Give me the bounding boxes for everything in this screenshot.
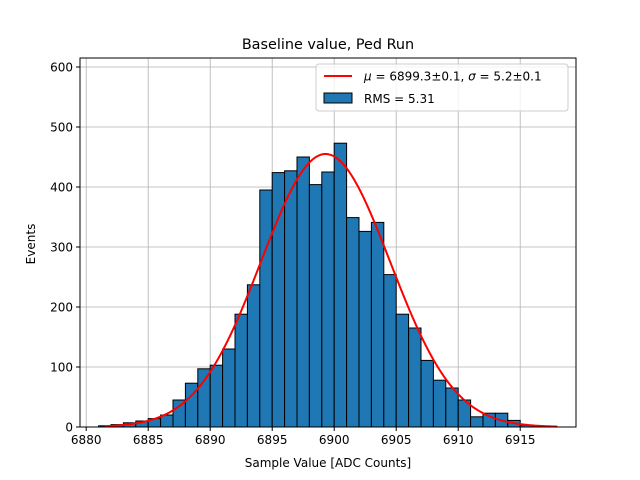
x-axis-ticks: 6880 6885 6890 6895 6900 6905 6910 6915 bbox=[71, 427, 536, 447]
histogram-bar bbox=[408, 327, 422, 428]
y-axis-label: Events bbox=[24, 224, 38, 265]
histogram-bar bbox=[370, 221, 385, 428]
chart-title: Baseline value, Ped Run bbox=[242, 37, 414, 53]
x-tick-label: 6900 bbox=[319, 433, 350, 447]
histogram-bar bbox=[197, 368, 211, 428]
histogram-bar bbox=[284, 170, 298, 428]
histogram-bar bbox=[222, 348, 236, 428]
histogram-bar bbox=[296, 156, 310, 428]
x-tick-label: 6895 bbox=[257, 433, 288, 447]
histogram-bar bbox=[383, 274, 397, 428]
x-axis-label: Sample Value [ADC Counts] bbox=[245, 456, 411, 470]
histogram-bar bbox=[346, 217, 360, 428]
histogram-bar bbox=[246, 284, 261, 428]
y-tick-label: 500 bbox=[50, 121, 73, 135]
histogram-bar bbox=[234, 313, 248, 428]
histogram-bar bbox=[209, 364, 224, 428]
histogram-bar bbox=[333, 142, 348, 428]
histogram-bar bbox=[445, 387, 459, 428]
axes-border bbox=[79, 57, 577, 428]
fit-curve-group bbox=[104, 153, 558, 428]
y-tick-label: 400 bbox=[50, 181, 73, 195]
histogram-bar bbox=[470, 416, 484, 428]
histogram-bar bbox=[395, 313, 410, 428]
x-tick-label: 6915 bbox=[505, 433, 536, 447]
histogram-bar bbox=[259, 189, 273, 428]
x-tick-label: 6890 bbox=[195, 433, 226, 447]
y-tick-label: 0 bbox=[65, 421, 73, 435]
x-tick-label: 6880 bbox=[71, 433, 102, 447]
y-tick-label: 600 bbox=[50, 61, 73, 75]
fit-curve bbox=[104, 153, 558, 428]
x-tick-label: 6885 bbox=[133, 433, 164, 447]
histogram-bar bbox=[358, 230, 372, 428]
legend-hist-swatch bbox=[323, 92, 353, 104]
y-tick-label: 100 bbox=[50, 361, 73, 375]
legend-box bbox=[315, 63, 569, 112]
x-tick-label: 6905 bbox=[381, 433, 412, 447]
histogram-bar bbox=[432, 379, 447, 428]
histogram-bar bbox=[321, 171, 335, 428]
y-tick-label: 300 bbox=[50, 241, 73, 255]
legend-hist-label: RMS = 5.31 bbox=[364, 92, 435, 106]
histogram-bar bbox=[420, 359, 434, 428]
y-tick-label: 200 bbox=[50, 301, 73, 315]
x-tick-label: 6910 bbox=[443, 433, 474, 447]
legend-fit-label: μ = 6899.3±0.1, σ = 5.2±0.1 bbox=[363, 70, 542, 84]
histogram-bar bbox=[308, 184, 323, 428]
legend: μ = 6899.3±0.1, σ = 5.2±0.1 RMS = 5.31 bbox=[315, 63, 569, 112]
y-axis-ticks: 0 100 200 300 400 500 600 bbox=[50, 61, 80, 435]
axes-frame bbox=[79, 57, 577, 428]
histogram-bar bbox=[271, 172, 286, 428]
